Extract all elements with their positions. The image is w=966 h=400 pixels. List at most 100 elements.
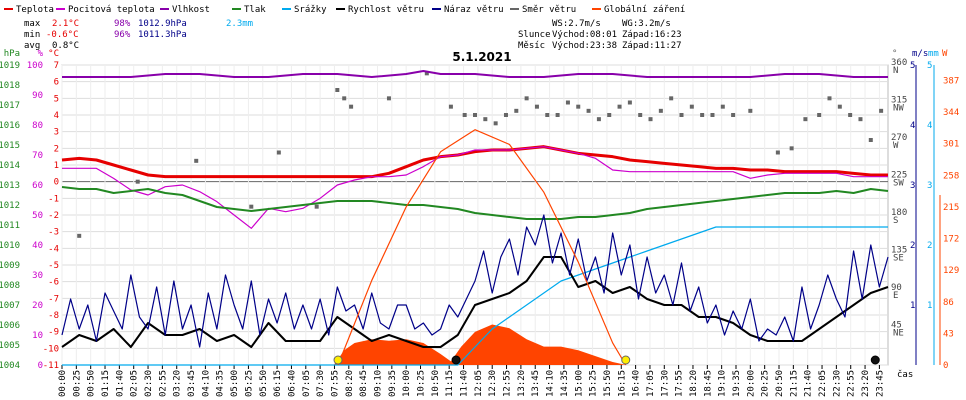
chart-title: 5.1.2021 (452, 50, 511, 64)
x-tick-label: 12:55 (503, 370, 513, 397)
wind-direction-point (827, 96, 832, 101)
x-tick-label: 16:40 (632, 370, 642, 397)
legend-label: Teplota (16, 5, 54, 15)
axis-tick-pct: 60 (32, 181, 43, 191)
series-layer (61, 70, 889, 366)
x-tick-label: 02:55 (158, 370, 168, 397)
wind-direction-point (879, 108, 884, 113)
wind-direction-point (135, 179, 140, 184)
wind-direction-point (314, 204, 319, 209)
wind-direction-point (617, 104, 622, 109)
x-tick-label: 19:10 (718, 370, 728, 397)
x-tick-label: 17:55 (675, 370, 685, 397)
x-tick-label: 02:30 (144, 370, 154, 397)
wind-direction-point (565, 100, 570, 105)
wind-direction-point (524, 96, 529, 101)
axis-tick-dir: 90 (891, 283, 902, 293)
legend-label: Rychlost větru (348, 5, 424, 15)
wind-direction-point (638, 113, 643, 117)
wind-direction-point (669, 96, 674, 101)
axis-tick-temp: -9 (48, 328, 59, 338)
x-tick-label: 13:45 (531, 370, 541, 397)
stat-min-label: min (24, 30, 40, 40)
axis-tick-mm: 4 (927, 121, 932, 131)
wind-direction-point (448, 104, 453, 109)
axis-tick-dir-name: SW (893, 179, 904, 189)
axis-tick-dir-name: N (893, 66, 898, 76)
axis-tick-temp: 1 (54, 161, 59, 171)
axis-tick-temp: 3 (54, 128, 59, 138)
axis-tick-mm: 1 (927, 301, 932, 311)
wind-direction-point (514, 108, 519, 113)
x-tick-label: 19:35 (732, 370, 742, 397)
sunrise-marker (333, 355, 343, 365)
axis-tick-mm: 5 (927, 61, 932, 71)
x-axis-unit: čas (897, 369, 913, 380)
wind-direction-point (596, 117, 601, 122)
wind-direction-point (335, 88, 340, 92)
axis-title-dir: ° (892, 49, 897, 59)
axis-tick-hpa: 1010 (0, 241, 20, 251)
axis-tick-dir-name: S (893, 216, 898, 226)
axis-tick-hpa: 1019 (0, 61, 20, 71)
stat-min-press: 1011.3hPa (138, 30, 187, 40)
x-tick-label: 12:30 (488, 370, 498, 397)
axis-tick-ms: 1 (910, 301, 915, 311)
axis-tick-pct: 30 (32, 271, 43, 281)
x-tick-label: 03:20 (173, 370, 183, 397)
markers (333, 355, 880, 365)
axis-tick-ms: 2 (910, 241, 915, 251)
wind-direction-point (837, 104, 842, 109)
axis-tick-dir-name: W (893, 141, 899, 151)
axis-tick-hpa: 1015 (0, 141, 20, 151)
x-tick-label: 15:25 (589, 370, 599, 397)
legend-label: Náraz větru (444, 5, 504, 15)
wind-direction-point (789, 146, 794, 151)
series-line-tlak (61, 186, 889, 220)
axis-tick-hpa: 1017 (0, 101, 20, 111)
x-tick-label: 05:00 (230, 370, 240, 397)
x-tick-label: 08:45 (359, 370, 369, 397)
legend-label: Globální záření (604, 5, 685, 15)
axis-tick-pct: 50 (32, 211, 43, 221)
axis-tick-hpa: 1004 (0, 361, 20, 371)
axis-tick-mm: 3 (927, 181, 932, 191)
x-tick-label: 01:15 (101, 370, 111, 397)
x-tick-label: 20:25 (761, 370, 771, 397)
x-tick-label: 09:10 (373, 370, 383, 397)
axis-tick-hpa: 1016 (0, 121, 20, 131)
series-line-vlhkost (62, 70, 888, 78)
wind-direction-point (462, 113, 467, 117)
axis-title-mm: mm (928, 49, 939, 59)
axis-title-hpa: hPa (4, 49, 20, 59)
x-tick-label: 15:00 (574, 370, 584, 397)
axis-title-temp: °C (48, 49, 59, 59)
x-tick-label: 07:30 (316, 370, 326, 397)
moonrise-marker (870, 355, 880, 365)
axis-tick-temp: -5 (48, 261, 59, 271)
wind-direction-point (679, 113, 684, 117)
x-tick-label: 10:50 (431, 370, 441, 397)
axis-tick-hpa: 1014 (0, 161, 20, 171)
x-tick-label: 05:25 (244, 370, 254, 397)
axis-tick-temp: 7 (54, 61, 59, 71)
axis-title-w: W (942, 49, 948, 59)
axis-tick-dir: 135 (891, 246, 907, 256)
x-tick-label: 04:35 (216, 370, 226, 397)
x-tick-label: 00:50 (87, 370, 97, 397)
stat-max-hum: 98% (114, 19, 131, 29)
axis-tick-temp: 4 (54, 111, 59, 121)
x-tick-label: 14:10 (546, 370, 556, 397)
axis-tick-w: 43 (943, 329, 954, 339)
wind-direction-point (194, 158, 199, 163)
legend: Teplota Pocitová teplota Vlhkost Tlak Srážky… (4, 5, 685, 15)
axis-tick-temp: -1 (48, 194, 59, 204)
x-tick-label: 21:15 (789, 370, 799, 397)
x-tick-label: 01:40 (115, 370, 125, 397)
x-tick-label: 02:05 (130, 370, 140, 397)
wind-direction-point (424, 71, 429, 76)
axis-tick-hpa: 1012 (0, 201, 20, 211)
axis-tick-pct: 0 (38, 361, 43, 371)
axis-tick-dir-name: SE (893, 254, 904, 264)
stat-sun-label: Slunce (518, 30, 551, 40)
